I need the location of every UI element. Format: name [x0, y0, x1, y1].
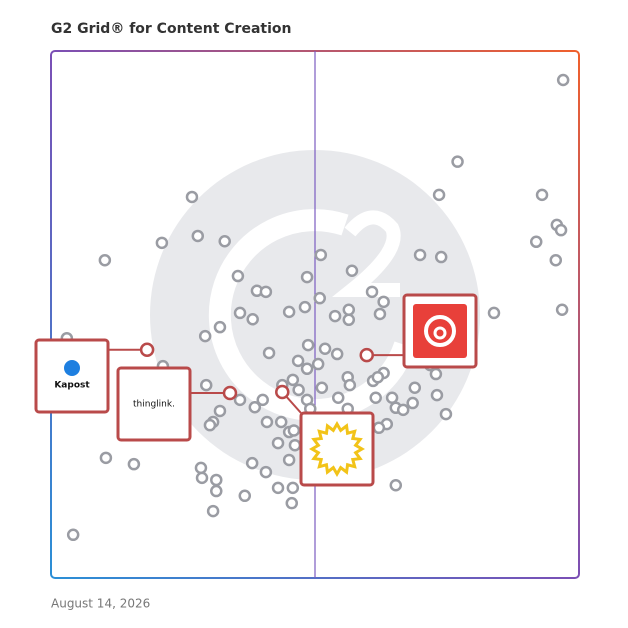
point: [429, 367, 443, 381]
point: [365, 285, 379, 299]
point: [195, 471, 209, 485]
point: [554, 223, 568, 237]
point: [259, 285, 273, 299]
point: [300, 270, 314, 284]
highlight-point: [359, 347, 374, 363]
point: [274, 415, 288, 429]
point: [369, 391, 382, 405]
point: [406, 396, 419, 410]
point: [373, 307, 387, 321]
point: [256, 393, 269, 407]
point: [271, 481, 285, 495]
point: [246, 312, 259, 326]
point: [259, 465, 273, 479]
point: [66, 528, 80, 542]
point: [206, 504, 220, 518]
point: [434, 250, 448, 264]
point: [287, 424, 301, 437]
point: [555, 303, 569, 317]
point: [286, 481, 300, 495]
logo-box: [116, 366, 192, 442]
point: [210, 473, 223, 487]
point: [231, 269, 245, 283]
point: [311, 357, 325, 371]
point: [556, 73, 570, 87]
point: [300, 362, 314, 376]
point: [342, 313, 356, 327]
logo-icon: [433, 326, 447, 340]
logo-icon: [424, 315, 456, 347]
logo-icon: [413, 304, 467, 358]
point: [288, 438, 302, 452]
point: [191, 229, 205, 243]
point: [213, 320, 227, 334]
point: [238, 489, 252, 503]
point: [314, 248, 328, 262]
point: [315, 381, 329, 395]
point: [285, 496, 299, 510]
point: [328, 309, 342, 323]
point: [218, 234, 231, 248]
point: [233, 306, 247, 320]
point: [372, 421, 386, 435]
point: [213, 404, 227, 418]
point: [233, 393, 247, 407]
point: [330, 347, 344, 361]
point: [377, 295, 390, 309]
point: [535, 188, 549, 202]
point: [127, 457, 141, 471]
point: [549, 253, 563, 267]
point: [389, 478, 403, 492]
logo-icon: [64, 360, 80, 376]
point: [430, 388, 444, 402]
point: [282, 453, 296, 467]
point: [198, 329, 212, 343]
point: [248, 401, 262, 414]
highlight-point: [222, 385, 238, 401]
point: [155, 236, 169, 250]
point: [298, 300, 312, 314]
point: [199, 378, 213, 392]
product-label: thinglink.: [133, 400, 175, 410]
product-label: Kapost: [54, 381, 90, 391]
point: [291, 354, 305, 368]
point: [260, 415, 274, 429]
point: [343, 378, 357, 392]
point: [194, 461, 208, 475]
point: [271, 436, 285, 450]
logo-icon: [309, 421, 365, 477]
point: [371, 370, 385, 384]
chart-title: G2 Grid® for Content Creation: [51, 21, 291, 37]
point: [342, 303, 356, 317]
point: [529, 235, 543, 249]
point: [487, 306, 501, 320]
point: [185, 190, 199, 204]
point: [396, 403, 410, 417]
highlight-point: [139, 342, 155, 358]
point: [203, 418, 217, 432]
point: [245, 456, 259, 470]
point: [286, 373, 300, 387]
point: [301, 338, 315, 352]
point: [439, 407, 453, 421]
point: [331, 391, 345, 405]
point: [262, 346, 276, 360]
highlight-point: [275, 384, 290, 400]
point: [282, 305, 296, 319]
date: August 14, 2026: [51, 597, 150, 611]
point: [413, 248, 427, 262]
point: [313, 291, 327, 305]
point: [292, 383, 305, 397]
point: [345, 264, 359, 278]
point: [408, 381, 422, 395]
point: [210, 484, 223, 498]
point: [385, 391, 399, 405]
point: [432, 188, 446, 202]
point: [318, 342, 332, 356]
point: [99, 451, 113, 465]
point: [451, 155, 464, 168]
point: [98, 253, 112, 267]
